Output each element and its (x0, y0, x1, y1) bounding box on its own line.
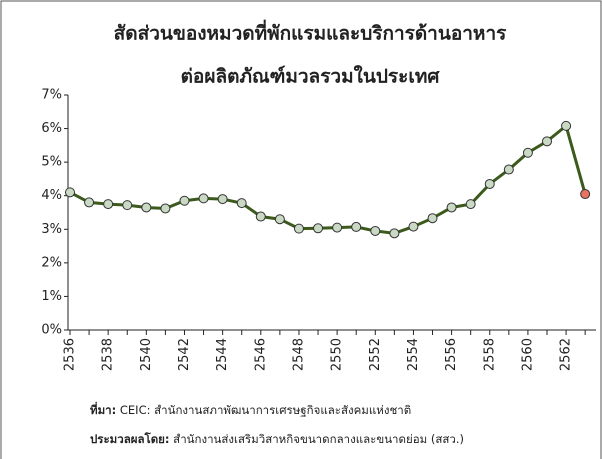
marker (408, 221, 419, 232)
processed-label: ประมวลผลโดย: (90, 431, 170, 446)
marker (274, 214, 285, 225)
y-tick-label: 4% (41, 188, 62, 203)
marker (580, 189, 591, 200)
source: ที่มา: CEIC: สำนักงานสภาพัฒนาการเศรษฐกิจ… (90, 401, 411, 417)
x-tick-label: 2538 (101, 338, 116, 371)
y-tick-label: 7% (41, 88, 62, 103)
marker (122, 200, 133, 211)
x-tick-label: 2552 (368, 338, 383, 371)
chart-title: ต่อผลิตภัณฑ์มวลรวมในประเทศ (181, 65, 441, 88)
marker (84, 197, 95, 208)
marker (313, 223, 324, 234)
x-tick-label: 2540 (139, 338, 154, 371)
processed: ประมวลผลโดย: สำนักงานส่งเสริมวิสาหกิจขนา… (90, 431, 464, 446)
source-label: ที่มา: (90, 401, 116, 417)
marker (370, 225, 381, 236)
marker (160, 203, 171, 214)
marker (255, 211, 266, 222)
marker (103, 199, 114, 210)
y-tick-label: 6% (41, 121, 62, 136)
x-tick-label: 2558 (482, 338, 497, 371)
y-tick-label: 0% (41, 323, 62, 338)
x-tick-label: 2548 (291, 338, 306, 371)
marker (503, 164, 514, 175)
chart-title: สัดส่วนของหมวดที่พักแรมและบริการด้านอาหา… (114, 20, 507, 45)
marker (561, 120, 572, 131)
x-tick-label: 2542 (177, 338, 192, 371)
marker (332, 222, 343, 233)
marker (198, 193, 209, 204)
x-tick-label: 2536 (63, 338, 78, 371)
marker (179, 195, 190, 206)
x-tick-label: 2546 (253, 338, 268, 371)
marker (141, 202, 152, 213)
marker (351, 221, 362, 232)
x-tick-label: 2560 (520, 338, 535, 371)
marker (484, 178, 495, 189)
line (69, 123, 587, 235)
marker (389, 228, 400, 239)
marker (217, 194, 228, 205)
marker (522, 147, 533, 158)
source-text: CEIC: สำนักงานสภาพัฒนาการเศรษฐกิจและสังค… (120, 403, 411, 417)
marker (542, 136, 552, 147)
x-tick-label: 2556 (444, 338, 459, 371)
marker (427, 213, 438, 224)
y-tick-label: 2% (41, 255, 62, 270)
y-tick-label: 5% (41, 155, 62, 170)
marker (446, 202, 457, 213)
x-tick-label: 2550 (330, 338, 345, 371)
x-tick-label: 2544 (215, 338, 230, 371)
y-tick-label: 3% (41, 222, 62, 237)
marker (465, 199, 476, 210)
y-tick-label: 1% (41, 289, 62, 304)
x-tick-label: 2554 (406, 338, 421, 371)
marker (65, 187, 75, 198)
processed-text: สำนักงานส่งเสริมวิสาหกิจขนาดกลางและขนาดย… (173, 432, 464, 446)
marker (236, 198, 247, 209)
x-tick-label: 2562 (559, 338, 574, 371)
marker (293, 223, 304, 234)
